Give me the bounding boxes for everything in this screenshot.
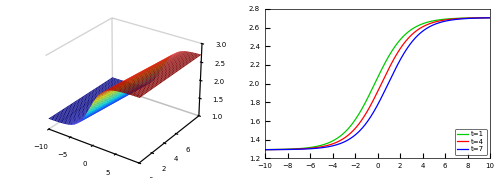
t=4 [262, 149, 268, 151]
t=1 [456, 17, 462, 19]
t=4 [487, 17, 493, 19]
t=4 [398, 46, 404, 48]
t=1 [432, 19, 438, 22]
t=4 [406, 37, 411, 39]
Line: t=1: t=1 [265, 18, 490, 150]
t=7 [406, 46, 411, 48]
Line: t=4: t=4 [265, 18, 490, 150]
t=7 [487, 17, 493, 19]
t=4 [276, 148, 282, 151]
t=1 [487, 17, 493, 19]
Legend: t=1, t=4, t=7: t=1, t=4, t=7 [454, 129, 486, 155]
t=1 [392, 44, 398, 46]
Line: t=7: t=7 [265, 18, 490, 150]
t=4 [392, 55, 398, 57]
t=4 [432, 21, 438, 23]
t=4 [456, 17, 462, 20]
t=1 [276, 148, 282, 150]
t=7 [262, 149, 268, 151]
t=1 [406, 31, 411, 33]
t=7 [276, 148, 282, 151]
t=1 [398, 37, 404, 39]
t=7 [432, 23, 438, 25]
t=7 [456, 18, 462, 20]
t=7 [398, 56, 404, 58]
t=1 [262, 148, 268, 151]
t=7 [392, 67, 398, 69]
